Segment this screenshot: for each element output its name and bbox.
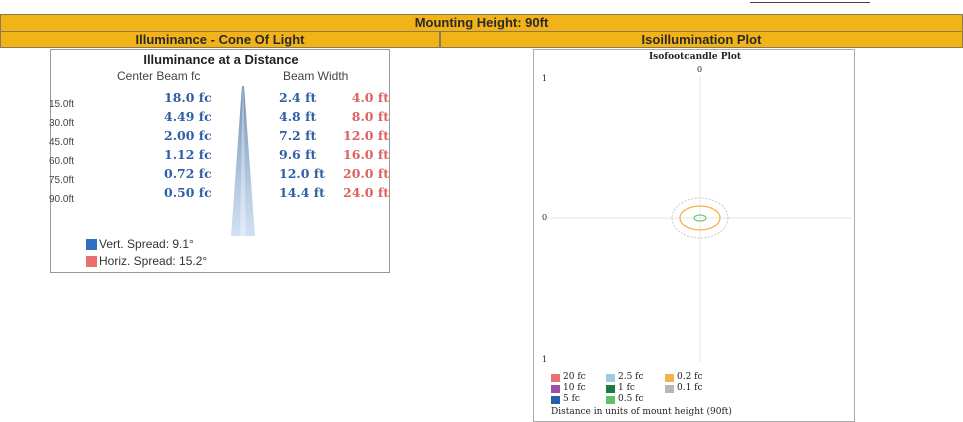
isofootcandle-plot: Isofootcandle Plot 0 1 0 1 Distance in u… xyxy=(533,49,855,422)
distance-label: 15.0ft xyxy=(49,99,75,110)
legend-swatch xyxy=(551,396,560,404)
panel-title: Illuminance at a Distance xyxy=(143,52,299,67)
plot-title: Isofootcandle Plot xyxy=(648,52,742,62)
plot-y-mid: 0 xyxy=(542,213,548,222)
horiz-beam-width: 16.0 ft xyxy=(343,147,389,162)
legend-label: 1 fc xyxy=(618,383,635,393)
vert-spread-swatch xyxy=(86,239,97,250)
isoillumination-header: Isoillumination Plot xyxy=(440,31,963,48)
distance-label: 75.0ft xyxy=(49,175,75,186)
center-beam-header: Center Beam fc xyxy=(117,69,201,83)
plot-area xyxy=(548,76,852,362)
plot-footer: Distance in units of mount height (90ft) xyxy=(551,407,732,417)
center-beam-value: 0.72 fc xyxy=(164,166,212,181)
legend-swatch xyxy=(606,374,615,382)
legend-label: 5 fc xyxy=(563,394,580,404)
vert-beam-width: 14.4 ft xyxy=(279,185,325,200)
horiz-spread-swatch xyxy=(86,256,97,267)
horiz-beam-width: 12.0 ft xyxy=(343,128,389,143)
center-beam-value: 1.12 fc xyxy=(164,147,212,162)
legend-label: 0.5 fc xyxy=(618,394,644,404)
vert-spread-label: Vert. Spread: 9.1° xyxy=(99,237,194,251)
top-divider-line xyxy=(750,2,870,3)
legend-label: 2.5 fc xyxy=(618,372,644,382)
horiz-beam-width: 20.0 ft xyxy=(343,166,389,181)
legend-label: 20 fc xyxy=(563,372,586,382)
horiz-spread-label: Horiz. Spread: 15.2° xyxy=(99,254,208,268)
center-beam-value: 2.00 fc xyxy=(164,128,212,143)
contour-0-1fc xyxy=(671,197,729,239)
illuminance-panel: Illuminance at a Distance Center Beam fc… xyxy=(49,49,390,273)
distance-label: 45.0ft xyxy=(49,137,75,148)
plot-y-bottom: 1 xyxy=(542,355,548,364)
light-cone-graphic xyxy=(231,86,255,236)
legend-swatch xyxy=(665,374,674,382)
legend-swatch xyxy=(551,374,560,382)
horiz-beam-width: 8.0 ft xyxy=(351,109,389,124)
horiz-beam-width: 24.0 ft xyxy=(343,185,389,200)
vert-beam-width: 7.2 ft xyxy=(279,128,317,143)
vert-beam-width: 9.6 ft xyxy=(279,147,317,162)
legend-label: 0.2 fc xyxy=(677,372,703,382)
center-beam-value: 18.0 fc xyxy=(164,90,212,105)
legend-swatch xyxy=(665,385,674,393)
distance-label: 60.0ft xyxy=(49,156,75,167)
mounting-height-bar: Mounting Height: 90ft xyxy=(0,14,963,32)
legend-swatch xyxy=(606,396,615,404)
horiz-beam-width: 4.0 ft xyxy=(351,90,389,105)
plot-top-label: 0 xyxy=(697,65,703,74)
center-beam-value: 0.50 fc xyxy=(164,185,212,200)
legend-label: 0.1 fc xyxy=(677,383,703,393)
legend-swatch xyxy=(606,385,615,393)
vert-beam-width: 12.0 ft xyxy=(279,166,325,181)
legend-swatch xyxy=(551,385,560,393)
plot-y-top: 1 xyxy=(542,74,548,83)
vert-beam-width: 4.8 ft xyxy=(279,109,317,124)
distance-label: 30.0ft xyxy=(49,118,75,129)
vert-beam-width: 2.4 ft xyxy=(279,90,317,105)
center-beam-value: 4.49 fc xyxy=(164,109,212,124)
beam-width-header: Beam Width xyxy=(283,69,349,83)
illuminance-header: Illuminance - Cone Of Light xyxy=(0,31,440,48)
contour-0-5fc xyxy=(693,214,707,222)
distance-label: 90.0ft xyxy=(49,194,75,205)
legend-label: 10 fc xyxy=(563,383,586,393)
contour-0-2fc xyxy=(679,205,721,231)
